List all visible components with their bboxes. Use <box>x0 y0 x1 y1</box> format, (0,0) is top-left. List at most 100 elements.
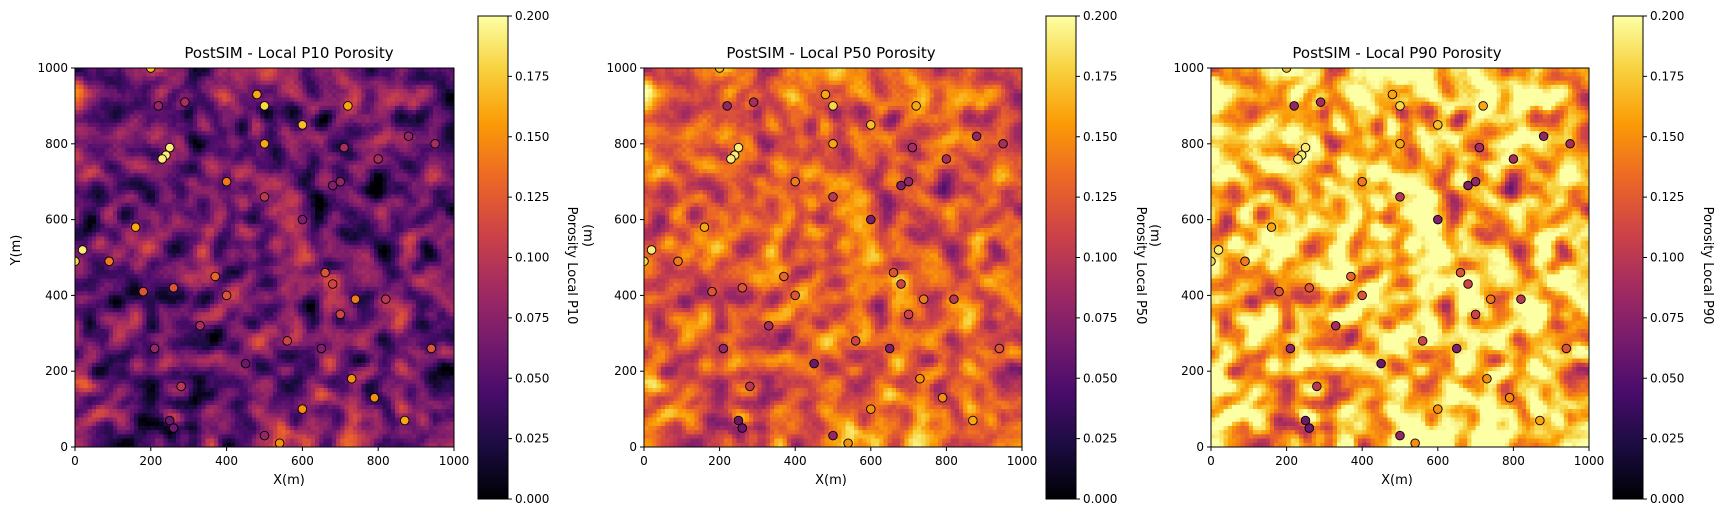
heatmap-cell <box>428 223 434 229</box>
heatmap-cell <box>239 219 245 225</box>
heatmap-cell <box>87 97 93 103</box>
heatmap-cell <box>268 101 274 107</box>
heatmap-cell <box>281 282 287 288</box>
heatmap-cell <box>289 97 295 103</box>
heatmap-cell <box>420 122 426 128</box>
heatmap-cell <box>192 295 198 301</box>
heatmap-cell <box>83 152 89 158</box>
heatmap-cell <box>437 105 442 111</box>
heatmap-cell <box>226 265 232 271</box>
heatmap-cell <box>176 240 181 246</box>
heatmap-cell <box>357 185 362 191</box>
heatmap-cell <box>138 202 143 208</box>
heatmap-cell <box>437 236 442 242</box>
heatmap-cell <box>302 126 308 132</box>
heatmap-cell <box>201 173 207 179</box>
heatmap-cell <box>205 249 211 254</box>
heatmap-cell <box>91 240 97 246</box>
heatmap-cell <box>91 148 97 153</box>
heatmap-cell <box>159 240 165 246</box>
heatmap-cell <box>129 131 135 136</box>
heatmap-cell <box>75 114 80 120</box>
heatmap-cell <box>348 228 354 233</box>
heatmap-cell <box>432 257 438 263</box>
heatmap-cell <box>357 228 362 233</box>
heatmap-cell <box>104 93 110 99</box>
heatmap-cell <box>188 286 194 292</box>
heatmap-cell <box>289 68 295 73</box>
heatmap-cell <box>411 156 417 162</box>
heatmap-cell <box>83 80 89 86</box>
heatmap-cell <box>268 68 274 73</box>
heatmap-cell <box>83 206 89 212</box>
heatmap-cell <box>142 80 148 86</box>
heatmap-cell <box>218 270 223 275</box>
heatmap-cell <box>235 173 240 179</box>
heatmap-cell <box>390 68 396 73</box>
heatmap-cell <box>251 164 257 170</box>
heatmap-cell <box>125 211 131 216</box>
heatmap-cell <box>171 223 177 229</box>
heatmap-cell <box>272 202 278 208</box>
heatmap-cell <box>323 126 329 132</box>
heatmap-cell <box>243 240 249 246</box>
heatmap-cell <box>247 122 253 128</box>
heatmap-cell <box>361 97 367 103</box>
heatmap-cell <box>319 105 325 111</box>
heatmap-cell <box>382 135 388 141</box>
heatmap-cell <box>420 160 426 166</box>
heatmap-cell <box>432 270 438 275</box>
heatmap-cell <box>150 118 156 124</box>
heatmap-cell <box>176 97 181 103</box>
heatmap-cell <box>378 194 384 200</box>
heatmap-cell <box>449 249 454 254</box>
heatmap-cell <box>125 114 131 120</box>
heatmap-cell <box>100 110 106 115</box>
heatmap-cell <box>125 270 131 275</box>
heatmap-cell <box>411 181 417 187</box>
heatmap-cell <box>302 240 308 246</box>
heatmap-cell <box>386 181 392 187</box>
heatmap-cell <box>441 278 447 284</box>
heatmap-cell <box>171 261 177 267</box>
heatmap-cell <box>331 286 337 292</box>
heatmap-cell <box>445 278 451 284</box>
heatmap-cell <box>205 198 211 204</box>
heatmap-cell <box>369 185 375 191</box>
heatmap-cell <box>369 291 375 296</box>
heatmap-cell <box>298 278 303 284</box>
heatmap-cell <box>239 173 245 179</box>
heatmap-cell <box>424 164 430 170</box>
heatmap-cell <box>247 143 253 149</box>
heatmap-cell <box>218 206 223 212</box>
heatmap-cell <box>382 76 388 82</box>
heatmap-cell <box>441 173 447 179</box>
heatmap-cell <box>197 265 202 271</box>
heatmap-cell <box>235 236 240 242</box>
heatmap-cell <box>293 206 299 212</box>
heatmap-cell <box>192 143 198 149</box>
heatmap-cell <box>79 164 85 170</box>
heatmap-cell <box>247 198 253 204</box>
heatmap-cell <box>336 152 341 158</box>
heatmap-cell <box>289 148 295 153</box>
heatmap-cell <box>117 253 122 259</box>
heatmap-cell <box>138 173 143 179</box>
heatmap-cell <box>133 135 139 141</box>
heatmap-cell <box>112 101 118 107</box>
heatmap-cell <box>184 261 190 267</box>
heatmap-cell <box>395 160 400 166</box>
heatmap-cell <box>298 282 303 288</box>
heatmap-cell <box>176 274 181 280</box>
heatmap-cell <box>285 76 291 82</box>
heatmap-cell <box>129 122 135 128</box>
heatmap-cell <box>129 148 135 153</box>
heatmap-cell <box>289 190 295 195</box>
heatmap-cell <box>395 148 400 153</box>
heatmap-cell <box>133 84 139 90</box>
heatmap-cell <box>319 93 325 99</box>
heatmap-cell <box>201 156 207 162</box>
heatmap-cell <box>155 135 160 141</box>
heatmap-cell <box>348 190 354 195</box>
heatmap-cell <box>167 93 173 99</box>
